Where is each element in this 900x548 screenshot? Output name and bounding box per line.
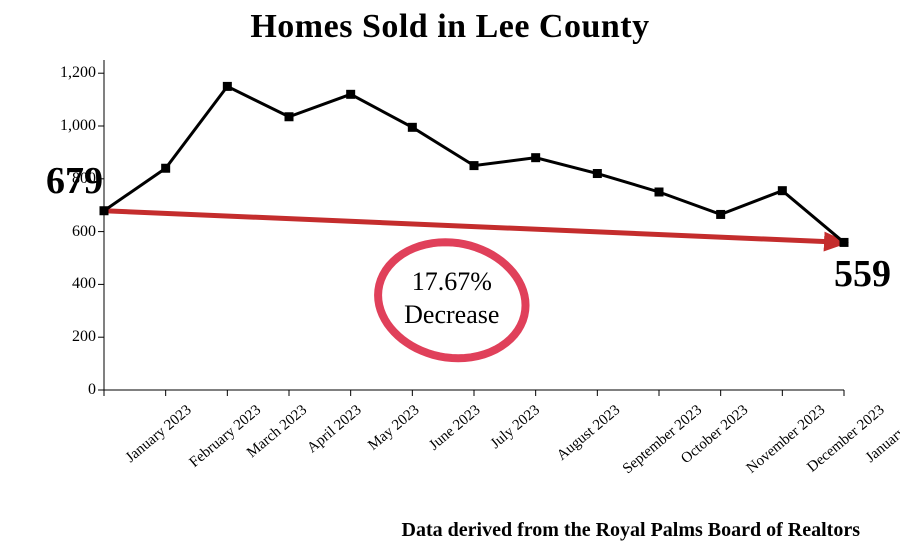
x-tick-label: February 2023: [186, 402, 264, 472]
decrease-annotation: 17.67% Decrease: [382, 266, 522, 331]
plot-area: [104, 60, 844, 390]
y-tick-label: 200: [6, 328, 96, 346]
y-tick-label: 600: [6, 223, 96, 241]
y-tick-label: 400: [6, 275, 96, 293]
y-tick-label: 1,000: [6, 117, 96, 135]
data-source-footer: Data derived from the Royal Palms Board …: [402, 519, 860, 542]
y-tick-label: 0: [6, 381, 96, 399]
x-tick-label: May 2023: [365, 402, 423, 454]
decrease-word: Decrease: [404, 300, 499, 329]
x-tick-label: April 2023: [304, 402, 365, 457]
x-tick-label: January 2023: [123, 402, 196, 467]
y-tick-label: 1,200: [6, 64, 96, 82]
x-tick-label: August 2023: [554, 402, 624, 465]
decrease-percent: 17.67%: [412, 267, 492, 296]
plot-svg: [104, 60, 844, 390]
last-value-callout: 559: [834, 252, 891, 296]
x-tick-label: June 2023: [427, 402, 485, 454]
chart-title: Homes Sold in Lee County: [0, 8, 900, 46]
first-value-callout: 679: [46, 159, 103, 203]
x-tick-label: July 2023: [488, 402, 544, 453]
chart-container: Homes Sold in Lee County 02004006008001,…: [0, 0, 900, 548]
x-tick-label: September 2023: [620, 402, 706, 478]
